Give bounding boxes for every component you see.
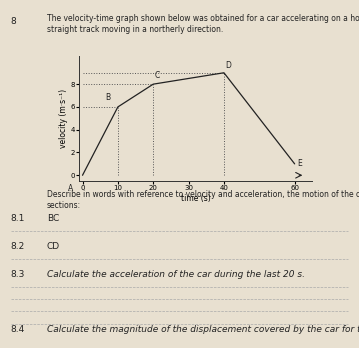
Y-axis label: velocity (m·s⁻¹): velocity (m·s⁻¹) <box>59 89 67 148</box>
Text: A: A <box>69 184 74 193</box>
Text: E: E <box>298 159 302 168</box>
Text: BC: BC <box>47 214 59 223</box>
Text: C: C <box>155 71 160 80</box>
Text: Calculate the magnitude of the displacement covered by the car for the entire 60: Calculate the magnitude of the displacem… <box>47 325 359 334</box>
Text: 8: 8 <box>11 17 17 26</box>
Text: D: D <box>226 62 232 71</box>
Text: Describe in words with reference to velocity and acceleration, the motion of the: Describe in words with reference to velo… <box>47 190 359 210</box>
Text: 8.4: 8.4 <box>11 325 25 334</box>
Text: The velocity-time graph shown below was obtained for a car accelerating on a hor: The velocity-time graph shown below was … <box>47 14 359 34</box>
Text: 8.3: 8.3 <box>11 270 25 279</box>
Text: Calculate the acceleration of the car during the last 20 s.: Calculate the acceleration of the car du… <box>47 270 305 279</box>
Text: 8.2: 8.2 <box>11 242 25 251</box>
Text: 8.1: 8.1 <box>11 214 25 223</box>
Text: CD: CD <box>47 242 60 251</box>
X-axis label: time (s): time (s) <box>181 194 210 203</box>
Text: B: B <box>106 93 111 102</box>
